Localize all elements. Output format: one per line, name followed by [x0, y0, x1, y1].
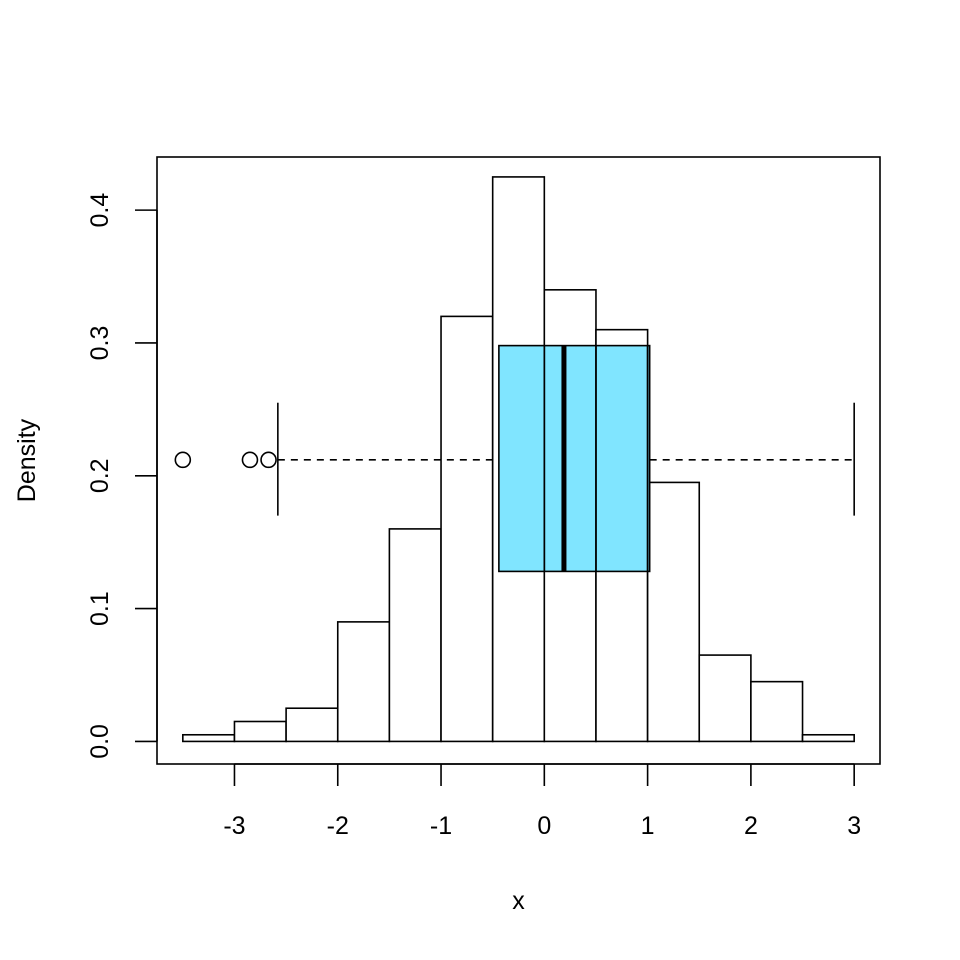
histogram-bar-1 — [182, 733, 236, 743]
x-tick-label-7: 3 — [847, 812, 861, 840]
y-tick-label-1: 0.0 — [86, 724, 114, 759]
boxplot-outlier-1 — [174, 451, 192, 469]
x-tick-label-5: 1 — [641, 812, 655, 840]
histogram-bar-4 — [336, 621, 391, 743]
boxplot — [174, 344, 855, 573]
x-tick-label-1: -3 — [223, 812, 245, 840]
y-tick-label-4: 0.3 — [86, 326, 114, 361]
x-axis-label: x — [512, 887, 525, 915]
histogram-bar-2 — [233, 720, 287, 743]
y-axis-label: Density — [13, 418, 41, 502]
histogram-bar-12 — [750, 680, 804, 743]
x-tick-label-2: -2 — [327, 812, 349, 840]
x-axis: -3 -2 -1 0 1 2 3 — [223, 763, 861, 840]
x-tick-label-3: -1 — [430, 812, 452, 840]
y-tick-label-5: 0.4 — [86, 193, 114, 228]
histogram-bar-11 — [698, 654, 752, 743]
y-tick-label-3: 0.2 — [86, 458, 114, 493]
y-axis: 0.0 0.1 0.2 0.3 0.4 — [86, 193, 158, 759]
x-tick-label-6: 2 — [744, 812, 758, 840]
histogram-bar-10 — [646, 481, 701, 743]
histogram-bar-6 — [440, 315, 494, 743]
histogram-bar-5 — [388, 528, 442, 743]
x-tick-label-4: 0 — [537, 812, 551, 840]
boxplot-outlier-3 — [260, 451, 277, 469]
boxplot-box — [498, 344, 651, 573]
boxplot-outlier-2 — [241, 451, 259, 469]
histogram-bar-3 — [285, 707, 339, 743]
y-tick-label-2: 0.1 — [86, 591, 114, 626]
histogram-bar-13 — [801, 733, 855, 743]
